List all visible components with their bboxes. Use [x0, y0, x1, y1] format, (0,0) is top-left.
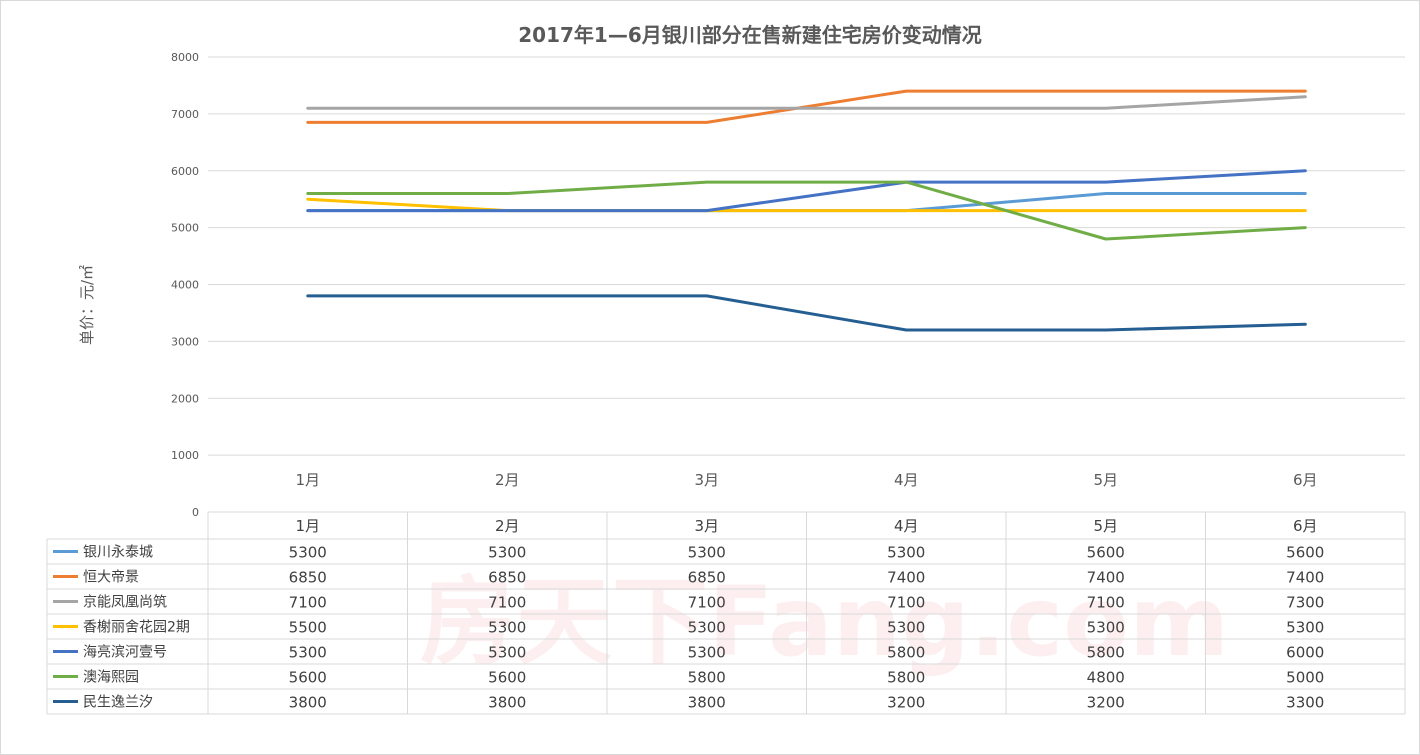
- table-cell-value: 7100: [289, 594, 327, 612]
- series-name: 海亮滨河壹号: [83, 644, 167, 661]
- y-axis-label: 单价：元/㎡: [78, 265, 96, 345]
- y-tick-label: 8000: [171, 51, 199, 64]
- y-tick-label: 2000: [171, 392, 199, 405]
- table-cell-value: 7100: [1087, 594, 1125, 612]
- watermark-logo: 房天下Fang.com: [420, 566, 1229, 678]
- table-cell-value: 6850: [688, 569, 726, 587]
- series-name: 银川永泰城: [83, 545, 153, 561]
- table-cell-value: 5500: [289, 619, 327, 637]
- table-cell-value: 5800: [887, 644, 925, 662]
- table-cell-value: 3800: [688, 694, 726, 712]
- table-cell-value: 5800: [688, 669, 726, 687]
- series-name: 恒大帝景: [83, 570, 139, 586]
- y-tick-label: 7000: [171, 108, 199, 121]
- table-cell-value: 5300: [289, 544, 327, 562]
- table-cell-value: 3200: [887, 694, 925, 712]
- table-cell-value: 7400: [1286, 569, 1324, 587]
- series-line: [306, 169, 1307, 213]
- table-cell-value: 3200: [1087, 694, 1125, 712]
- table-cell-value: 5600: [1286, 544, 1324, 562]
- table-cell-value: 7400: [1087, 569, 1125, 587]
- table-cell-value: 5300: [1286, 619, 1324, 637]
- table-cell-value: 7300: [1286, 594, 1324, 612]
- series-name: 澳海熙园: [83, 670, 139, 686]
- table-cell-value: 5600: [289, 669, 327, 687]
- series-name: 民生逸兰汐: [83, 695, 153, 711]
- table-cell-value: 5800: [1087, 644, 1125, 662]
- x-tick-label: 4月: [894, 471, 919, 489]
- table-header-cell: 5月: [1093, 517, 1118, 535]
- table-cell-value: 5600: [488, 669, 526, 687]
- table-cell-value: 7100: [887, 594, 925, 612]
- table-cell-value: 5300: [289, 644, 327, 662]
- table-cell-value: 5300: [688, 544, 726, 562]
- chart-title: 2017年1—6月银川部分在售新建住宅房价变动情况: [518, 23, 982, 47]
- y-tick-label: 0: [192, 506, 199, 519]
- table-cell-value: 3800: [488, 694, 526, 712]
- table-cell-value: 6850: [289, 569, 327, 587]
- table-cell-value: 5600: [1087, 544, 1125, 562]
- table-cell-value: 5800: [887, 669, 925, 687]
- table-cell-value: 5300: [688, 619, 726, 637]
- table-cell-value: 5300: [488, 619, 526, 637]
- table-cell-value: 5000: [1286, 669, 1324, 687]
- table-cell-value: 3800: [289, 694, 327, 712]
- table-cell-value: 7400: [887, 569, 925, 587]
- y-tick-label: 3000: [171, 335, 199, 348]
- x-tick-label: 6月: [1293, 471, 1318, 489]
- series-name: 京能凤凰尚筑: [83, 595, 167, 611]
- y-tick-label: 4000: [171, 279, 199, 292]
- x-tick-label: 5月: [1093, 471, 1118, 489]
- table-cell-value: 5300: [488, 644, 526, 662]
- series-line: [306, 95, 1307, 110]
- y-tick-label: 6000: [171, 165, 199, 178]
- table-header-cell: 3月: [694, 517, 719, 535]
- y-tick-label: 1000: [171, 449, 199, 462]
- table-cell-value: 6000: [1286, 644, 1324, 662]
- table-cell-value: 5300: [887, 619, 925, 637]
- table-header-cell: 1月: [295, 517, 320, 535]
- table-cell-value: 6850: [488, 569, 526, 587]
- y-tick-label: 5000: [171, 222, 199, 235]
- x-tick-label: 3月: [694, 471, 719, 489]
- table-cell-value: 7100: [688, 594, 726, 612]
- table-cell-value: 5300: [1087, 619, 1125, 637]
- table-cell-value: 3300: [1286, 694, 1324, 712]
- table-header-cell: 2月: [495, 517, 520, 535]
- table-cell-value: 5300: [688, 644, 726, 662]
- series-line: [306, 180, 1307, 241]
- table-cell-value: 4800: [1087, 669, 1125, 687]
- x-tick-label: 2月: [495, 471, 520, 489]
- table-cell-value: 5300: [488, 544, 526, 562]
- table-header-cell: 4月: [894, 517, 919, 535]
- table-header-cell: 6月: [1293, 517, 1318, 535]
- series-name: 香榭丽舍花园2期: [83, 620, 190, 636]
- series-line: [306, 197, 1307, 213]
- table-cell-value: 7100: [488, 594, 526, 612]
- table-cell-value: 5300: [887, 544, 925, 562]
- series-line: [306, 294, 1307, 332]
- x-tick-label: 1月: [295, 471, 320, 489]
